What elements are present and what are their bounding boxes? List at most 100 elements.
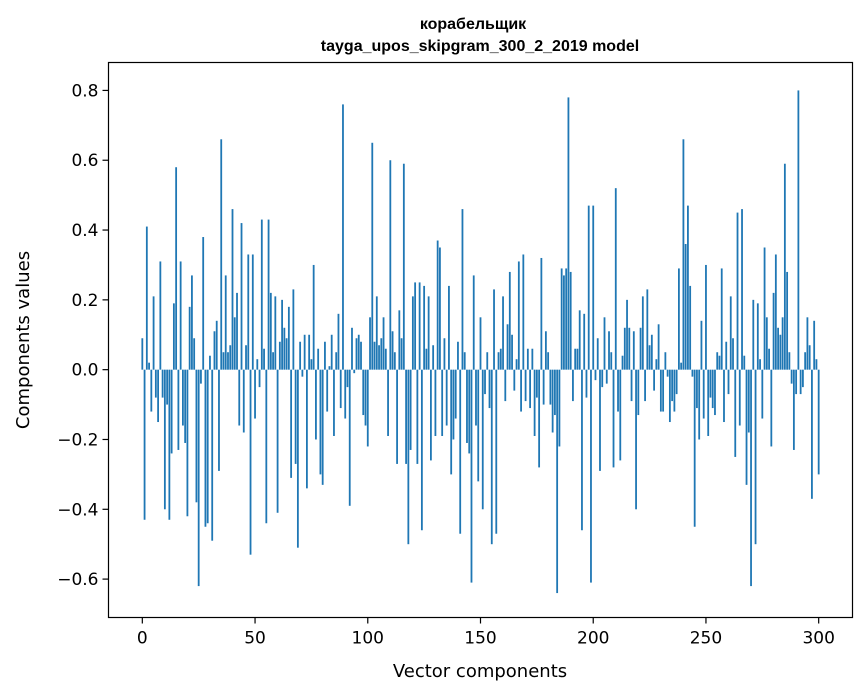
bar — [254, 369, 256, 419]
bar — [369, 317, 371, 370]
bar — [574, 348, 577, 370]
x-tick-label: 150 — [464, 629, 496, 649]
bar — [371, 142, 374, 370]
bar — [612, 369, 615, 468]
bar — [150, 369, 153, 412]
bar — [684, 244, 687, 370]
bar — [355, 338, 358, 370]
bar — [502, 296, 504, 370]
x-tick-label: 250 — [690, 629, 722, 649]
chart-subtitle: tayga_upos_skipgram_300_2_2019 model — [321, 38, 639, 55]
bar — [213, 331, 216, 370]
bar — [229, 345, 232, 370]
bar — [741, 209, 743, 370]
bar — [245, 345, 247, 370]
bar — [653, 369, 655, 391]
bar — [184, 369, 187, 443]
bar — [154, 369, 157, 398]
bar — [420, 369, 423, 531]
bar — [535, 369, 538, 398]
bar — [357, 334, 360, 370]
bar — [387, 369, 389, 436]
bar — [366, 369, 369, 447]
bar — [430, 369, 432, 461]
bar — [360, 341, 362, 370]
bar — [623, 327, 626, 370]
bar — [621, 355, 624, 370]
bar — [405, 369, 407, 464]
bar — [238, 369, 241, 426]
bar — [554, 369, 556, 416]
bar — [578, 310, 581, 370]
bar — [441, 369, 444, 436]
bar — [172, 303, 175, 370]
bar — [587, 205, 590, 370]
bar — [380, 338, 383, 370]
bar — [197, 369, 200, 587]
bar — [601, 369, 604, 388]
bar — [639, 327, 642, 370]
bar — [157, 369, 159, 423]
y-tick-label: 0.0 — [71, 361, 98, 381]
bar — [159, 261, 162, 370]
bar — [182, 369, 184, 426]
bar — [745, 369, 748, 485]
bar — [603, 317, 606, 370]
bar — [619, 369, 622, 461]
bar — [220, 139, 223, 370]
bar — [705, 264, 707, 370]
bar — [177, 369, 180, 450]
bar — [495, 369, 498, 534]
x-tick-label: 50 — [244, 629, 266, 649]
bar — [301, 369, 304, 377]
bar — [477, 369, 480, 482]
x-tick-label: 200 — [577, 629, 609, 649]
bar — [783, 163, 786, 370]
bar — [411, 296, 414, 370]
bar — [269, 292, 272, 370]
bar — [200, 369, 202, 384]
bar — [605, 369, 608, 384]
bar — [779, 334, 782, 370]
bar — [258, 369, 261, 388]
bar — [756, 303, 759, 370]
bar — [635, 369, 637, 510]
bar — [375, 296, 378, 370]
bar — [513, 369, 516, 391]
bar — [497, 352, 500, 370]
bar — [738, 369, 741, 426]
bar — [179, 261, 182, 370]
bar — [278, 341, 281, 370]
y-tick-label: 0.6 — [71, 151, 98, 171]
bar — [409, 369, 412, 450]
bar — [400, 338, 403, 370]
bar — [391, 331, 394, 370]
bar — [143, 369, 146, 520]
bar — [344, 369, 347, 419]
bar — [770, 369, 773, 447]
bar — [664, 352, 667, 370]
bar — [351, 327, 353, 370]
bar — [808, 345, 811, 370]
x-tick-label: 0 — [137, 629, 148, 649]
bar — [544, 331, 547, 370]
bar — [788, 352, 791, 370]
bar — [736, 212, 739, 370]
bar — [743, 355, 746, 370]
bar — [499, 348, 502, 370]
bar — [439, 247, 441, 370]
bar — [202, 237, 205, 370]
bar — [382, 317, 385, 370]
bar — [488, 369, 491, 409]
bar — [774, 254, 777, 370]
bar — [802, 369, 804, 388]
bar — [569, 271, 572, 370]
bar — [504, 369, 507, 402]
bar — [222, 352, 225, 370]
bar — [614, 188, 617, 370]
bar — [342, 104, 344, 370]
bar — [795, 369, 798, 395]
bar — [522, 254, 525, 370]
bar — [450, 369, 453, 475]
